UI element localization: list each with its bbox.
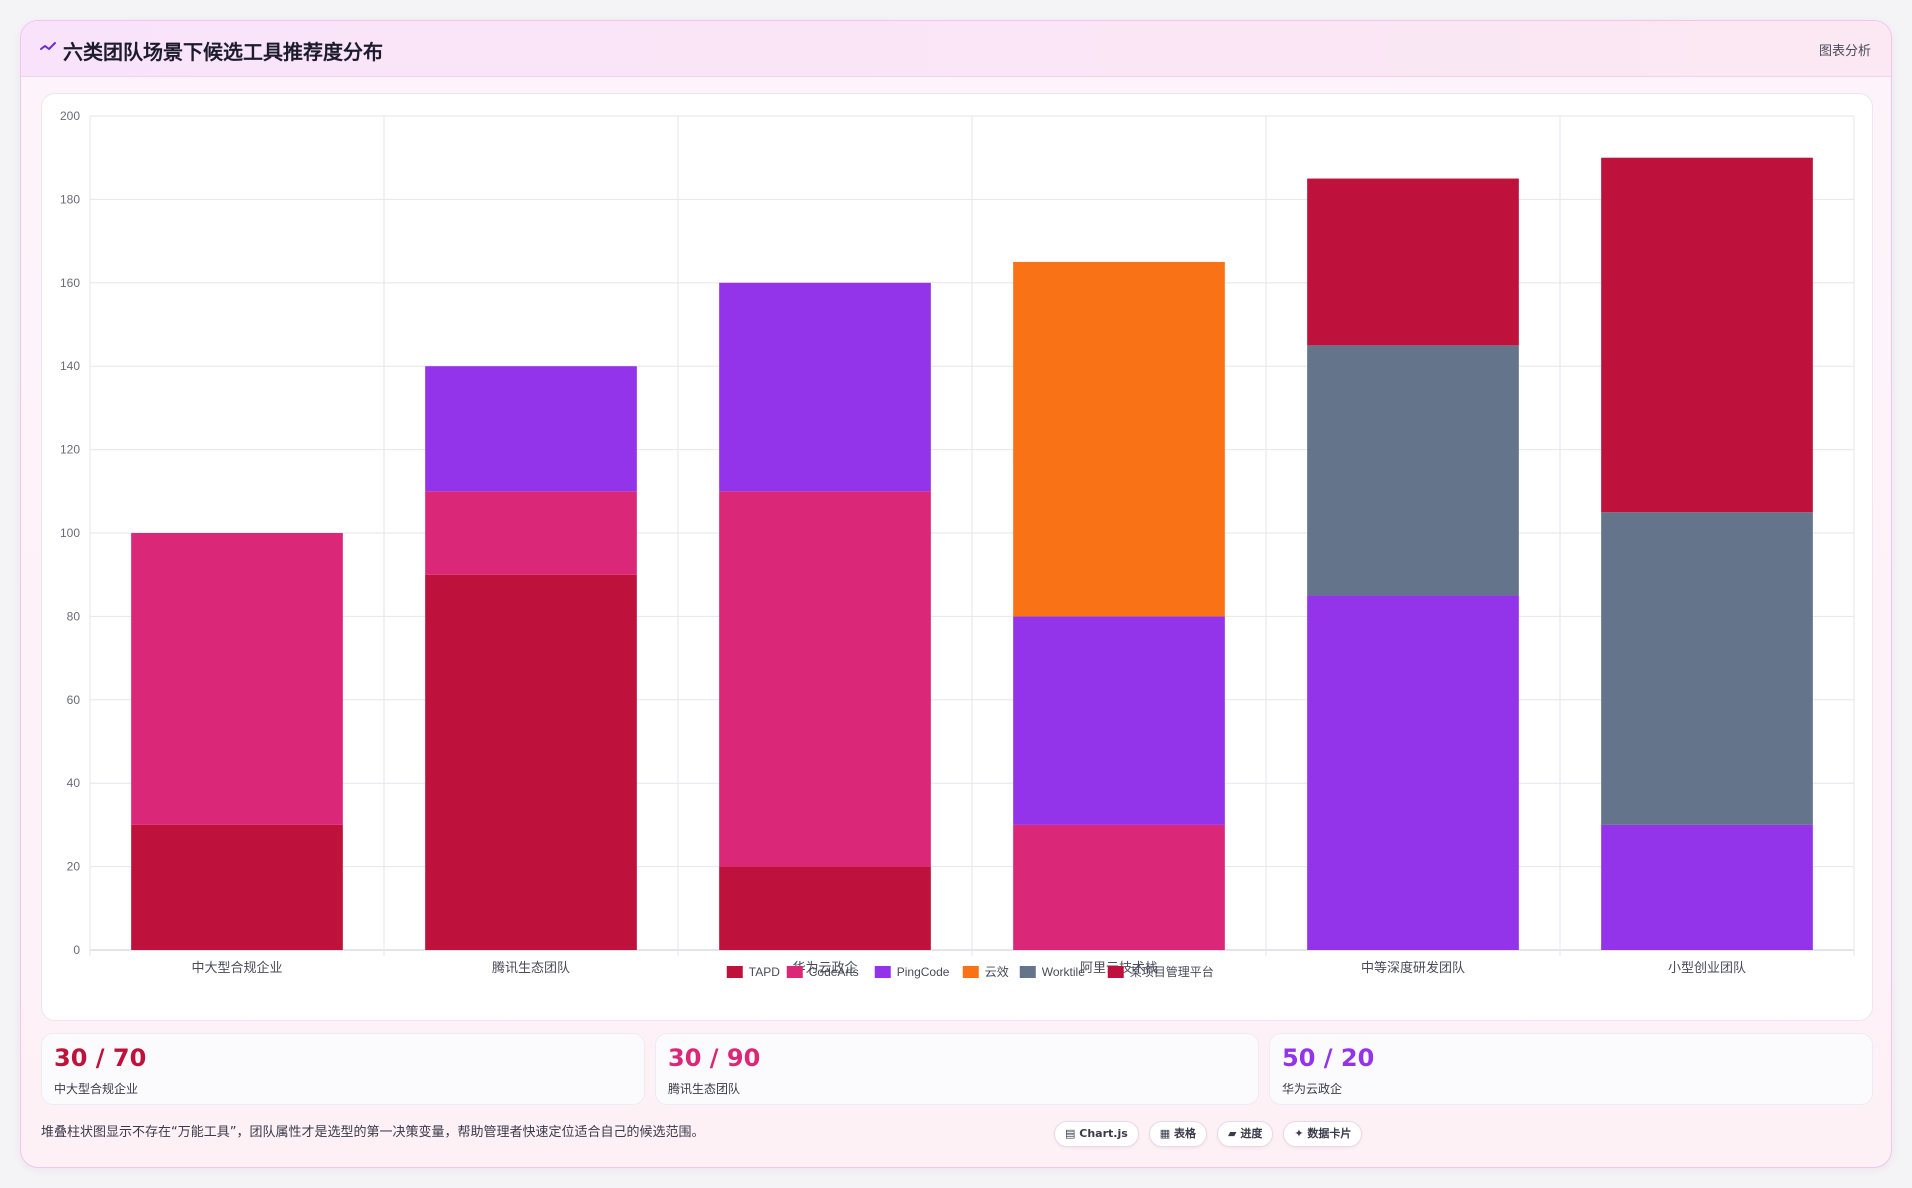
legend-swatch xyxy=(786,966,803,978)
y-tick-label: 140 xyxy=(60,359,80,373)
y-tick-label: 160 xyxy=(60,276,80,290)
stat-value: 50 / 20 xyxy=(1282,1044,1375,1072)
bar-segment xyxy=(1601,824,1813,950)
x-tick-label: 小型创业团队 xyxy=(1668,961,1746,976)
chip-label: 数据卡片 xyxy=(1307,1127,1352,1140)
y-tick-label: 80 xyxy=(67,609,81,623)
stacked-bar-chart: 0 20 40 60 80 100 120 140 160 180 200 中大型合规企业 腾讯生态团队… xyxy=(60,109,1855,979)
stat-label: 腾讯生态团队 xyxy=(668,1082,741,1096)
stat-card-3: 50 / 20 华为云政企 xyxy=(1269,1033,1873,1105)
y-tick-label: 180 xyxy=(60,192,80,206)
page-title: 六类团队场景下候选工具推荐度分布 xyxy=(63,40,383,64)
bar-segment xyxy=(1013,824,1225,950)
legend-label: PingCode xyxy=(897,965,950,979)
chip-data-card[interactable]: ✦ 数据卡片 xyxy=(1283,1121,1363,1147)
x-tick-label: 腾讯生态团队 xyxy=(492,960,570,976)
tag-chips: ▤ Chart.js ▦ 表格 ▰ 进度 ✦ 数据卡片 xyxy=(1054,1121,1363,1147)
legend-swatch xyxy=(726,966,743,978)
bar-segment xyxy=(1601,157,1813,513)
bar-segment xyxy=(1307,595,1519,950)
bar-segment xyxy=(131,824,343,950)
legend-label: Worktile xyxy=(1042,965,1085,979)
chip-label: 表格 xyxy=(1174,1127,1197,1140)
stat-value: 30 / 70 xyxy=(54,1044,147,1072)
progress-icon: ▰ xyxy=(1228,1127,1237,1140)
legend-label: TAPD xyxy=(749,965,780,979)
chip-table[interactable]: ▦ 表格 xyxy=(1148,1121,1208,1147)
legend-swatch xyxy=(962,966,979,978)
y-tick-label: 120 xyxy=(60,443,80,457)
footer-note: 堆叠柱状图显示不存在“万能工具”，团队属性才是选型的第一决策变量，帮助管理者快速… xyxy=(41,1125,705,1140)
stat-card-2: 30 / 90 腾讯生态团队 xyxy=(655,1033,1259,1105)
bar-segment xyxy=(719,866,931,950)
x-tick-label: 华为云政企 xyxy=(792,960,857,976)
table-icon: ▦ xyxy=(1159,1127,1171,1140)
legend-label: CodeArts xyxy=(809,965,859,979)
x-tick-label: 中大型合规企业 xyxy=(191,960,282,976)
legend-label: 某项目管理平台 xyxy=(1130,964,1214,979)
chart-analysis-link[interactable]: 图表分析 xyxy=(1818,44,1871,59)
legend-label: 云效 xyxy=(985,964,1009,979)
y-tick-label: 100 xyxy=(60,526,80,540)
bar-segment xyxy=(1013,261,1225,617)
stat-card-1: 30 / 70 中大型合规企业 xyxy=(41,1033,645,1105)
bar-segment xyxy=(425,366,637,492)
chip-chartjs[interactable]: ▤ Chart.js xyxy=(1054,1121,1139,1147)
chip-label: 进度 xyxy=(1240,1127,1263,1140)
bar-segment xyxy=(425,574,637,950)
bar-segment xyxy=(131,533,343,825)
y-tick-label: 0 xyxy=(73,943,80,957)
stat-label: 华为云政企 xyxy=(1282,1082,1343,1096)
x-tick-label: 中等深度研发团队 xyxy=(1361,960,1465,976)
legend-swatch xyxy=(1107,966,1124,978)
chip-label: Chart.js xyxy=(1079,1127,1128,1140)
bar-segment xyxy=(719,282,931,492)
chart-panel: 0 20 40 60 80 100 120 140 160 180 200 中大型合规企业 腾讯生态团队… xyxy=(41,93,1873,1021)
sparkle-icon: ✦ xyxy=(1294,1127,1304,1140)
chip-progress[interactable]: ▰ 进度 xyxy=(1217,1121,1274,1147)
stat-label: 中大型合规企业 xyxy=(54,1082,139,1096)
y-tick-label: 40 xyxy=(67,776,81,790)
bar-segment xyxy=(1307,178,1519,346)
y-tick-label: 20 xyxy=(67,860,81,874)
bar-segment xyxy=(1013,616,1225,825)
card-header: 六类团队场景下候选工具推荐度分布 图表分析 xyxy=(21,21,1891,77)
bar-segment xyxy=(1601,512,1813,825)
bar-segment xyxy=(425,491,637,575)
bar-segment xyxy=(719,491,931,867)
stat-value: 30 / 90 xyxy=(668,1044,761,1072)
chart-card: 六类团队场景下候选工具推荐度分布 图表分析 0 20 40 60 80 100 120 140… xyxy=(20,20,1892,1168)
chart-line-icon xyxy=(40,42,56,50)
chart-icon: ▤ xyxy=(1065,1127,1076,1140)
bar-segment xyxy=(1307,345,1519,596)
y-tick-label: 200 xyxy=(60,109,80,123)
y-tick-label: 60 xyxy=(67,693,81,707)
legend-swatch xyxy=(874,966,891,978)
legend-swatch xyxy=(1019,966,1036,978)
